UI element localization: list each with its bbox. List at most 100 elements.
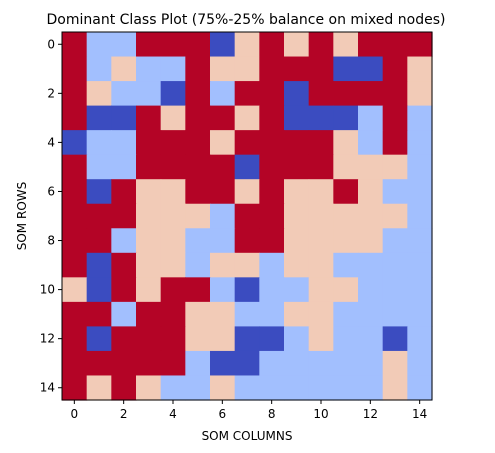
heatmap-cell <box>407 154 433 180</box>
y-tick-label: 4 <box>47 135 55 149</box>
heatmap-cell <box>234 301 260 327</box>
heatmap-cell <box>62 252 88 278</box>
heatmap-cell <box>382 375 408 401</box>
heatmap-cell <box>284 179 310 205</box>
heatmap-cell <box>308 179 334 205</box>
x-axis-ticks: 0 2 4 6 8 10 12 14 <box>71 400 427 421</box>
x-tick-label: 2 <box>120 407 128 421</box>
heatmap-cell <box>234 179 260 205</box>
heatmap-cell <box>382 105 408 131</box>
heatmap-cell <box>86 105 112 131</box>
heatmap-cell <box>86 179 112 205</box>
heatmap-cell <box>185 56 211 82</box>
heatmap-cell <box>111 203 137 229</box>
heatmap-cell <box>407 32 433 58</box>
heatmap-cell <box>259 252 285 278</box>
chart-title: Dominant Class Plot (75%-25% balance on … <box>47 12 446 28</box>
heatmap-cell <box>382 326 408 352</box>
heatmap-cell <box>136 375 162 401</box>
heatmap-cell <box>160 252 186 278</box>
heatmap-cell <box>407 179 433 205</box>
heatmap-cells <box>62 32 433 401</box>
heatmap-cell <box>333 32 359 58</box>
heatmap-cell <box>407 350 433 377</box>
x-tick-label: 8 <box>268 407 276 421</box>
heatmap-cell <box>86 350 112 377</box>
heatmap-cell <box>308 350 334 377</box>
heatmap-cell <box>210 375 236 401</box>
heatmap-cell <box>234 56 260 82</box>
heatmap-cell <box>185 277 211 303</box>
heatmap-cell <box>136 179 162 205</box>
heatmap-cell <box>136 203 162 229</box>
heatmap-cell <box>284 375 310 401</box>
heatmap-cell <box>358 375 384 401</box>
heatmap-cell <box>407 252 433 278</box>
heatmap-cell <box>407 105 433 131</box>
x-tick-label: 4 <box>169 407 177 421</box>
heatmap-cell <box>259 350 285 377</box>
heatmap-cell <box>284 228 310 254</box>
heatmap-cell <box>136 130 162 156</box>
heatmap-cell <box>358 228 384 254</box>
heatmap-cell <box>210 301 236 327</box>
heatmap-cell <box>86 228 112 254</box>
heatmap-cell <box>284 32 310 58</box>
heatmap-cell <box>333 350 359 377</box>
x-axis-label: SOM COLUMNS <box>202 429 293 443</box>
heatmap-cell <box>308 105 334 131</box>
x-tick-label: 6 <box>219 407 227 421</box>
x-tick-label: 0 <box>71 407 79 421</box>
heatmap-cell <box>185 228 211 254</box>
heatmap-cell <box>358 350 384 377</box>
heatmap-cell <box>210 252 236 278</box>
heatmap-cell <box>210 179 236 205</box>
heatmap-cell <box>407 326 433 352</box>
heatmap-cell <box>259 203 285 229</box>
heatmap-cell <box>111 350 137 377</box>
heatmap-cell <box>358 326 384 352</box>
heatmap-cell <box>136 32 162 58</box>
heatmap-cell <box>382 179 408 205</box>
heatmap-cell <box>333 81 359 107</box>
heatmap-cell <box>358 105 384 131</box>
y-axis-ticks: 0 2 4 6 8 10 12 14 <box>40 37 62 395</box>
heatmap-cell <box>185 32 211 58</box>
heatmap-cell <box>160 350 186 377</box>
heatmap-cell <box>111 154 137 180</box>
heatmap-cell <box>160 375 186 401</box>
x-tick-label: 14 <box>412 407 427 421</box>
y-axis-label: SOM ROWS <box>15 182 29 251</box>
heatmap-cell <box>382 252 408 278</box>
heatmap-cell <box>284 130 310 156</box>
heatmap-cell <box>308 203 334 229</box>
heatmap-cell <box>185 154 211 180</box>
heatmap-cell <box>210 56 236 82</box>
heatmap-cell <box>234 105 260 131</box>
heatmap-cell <box>308 252 334 278</box>
heatmap-cell <box>308 301 334 327</box>
heatmap-cell <box>160 179 186 205</box>
heatmap-cell <box>86 326 112 352</box>
heatmap-cell <box>86 301 112 327</box>
heatmap-cell <box>284 301 310 327</box>
heatmap-cell <box>111 228 137 254</box>
heatmap-cell <box>284 154 310 180</box>
heatmap-cell <box>86 203 112 229</box>
heatmap-cell <box>234 252 260 278</box>
heatmap-cell <box>111 56 137 82</box>
heatmap-cell <box>111 81 137 107</box>
heatmap-cell <box>160 56 186 82</box>
heatmap-cell <box>234 375 260 401</box>
heatmap-cell <box>111 252 137 278</box>
heatmap-cell <box>333 179 359 205</box>
x-tick-label: 10 <box>313 407 328 421</box>
heatmap-cell <box>210 277 236 303</box>
heatmap-cell <box>234 228 260 254</box>
plot-frame <box>61 31 433 401</box>
heatmap-cell <box>358 154 384 180</box>
heatmap-cell <box>111 105 137 131</box>
heatmap-cell <box>333 105 359 131</box>
heatmap-cell <box>136 326 162 352</box>
heatmap-cell <box>136 105 162 131</box>
